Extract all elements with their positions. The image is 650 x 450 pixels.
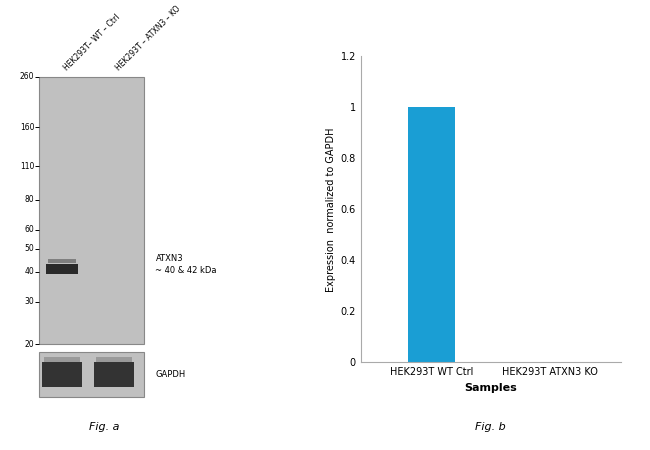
Text: 30: 30 <box>25 297 34 306</box>
FancyBboxPatch shape <box>96 357 132 363</box>
X-axis label: Samples: Samples <box>464 382 517 393</box>
Text: GAPDH: GAPDH <box>155 370 186 379</box>
FancyBboxPatch shape <box>42 363 82 387</box>
Text: ATXN3
~ 40 & 42 kDa: ATXN3 ~ 40 & 42 kDa <box>155 254 217 275</box>
FancyBboxPatch shape <box>39 352 144 397</box>
Text: 20: 20 <box>25 340 34 349</box>
Text: 60: 60 <box>25 225 34 234</box>
Text: 260: 260 <box>20 72 34 81</box>
Text: 50: 50 <box>25 244 34 253</box>
Y-axis label: Expression  normalized to GAPDH: Expression normalized to GAPDH <box>326 127 336 292</box>
FancyBboxPatch shape <box>94 363 134 387</box>
Text: Fig. a: Fig. a <box>90 422 120 432</box>
FancyBboxPatch shape <box>47 259 76 262</box>
Text: Fig. b: Fig. b <box>475 422 506 432</box>
Text: 40: 40 <box>25 267 34 276</box>
FancyBboxPatch shape <box>39 76 144 344</box>
Bar <box>408 107 455 362</box>
Text: 80: 80 <box>25 195 34 204</box>
Text: 110: 110 <box>20 162 34 171</box>
Text: 160: 160 <box>20 123 34 132</box>
Text: HEK293T – ATXN3 – KO: HEK293T – ATXN3 – KO <box>114 4 183 72</box>
FancyBboxPatch shape <box>46 264 77 274</box>
Text: HEK293T– WT – Ctrl: HEK293T– WT – Ctrl <box>62 12 122 72</box>
FancyBboxPatch shape <box>44 357 80 363</box>
